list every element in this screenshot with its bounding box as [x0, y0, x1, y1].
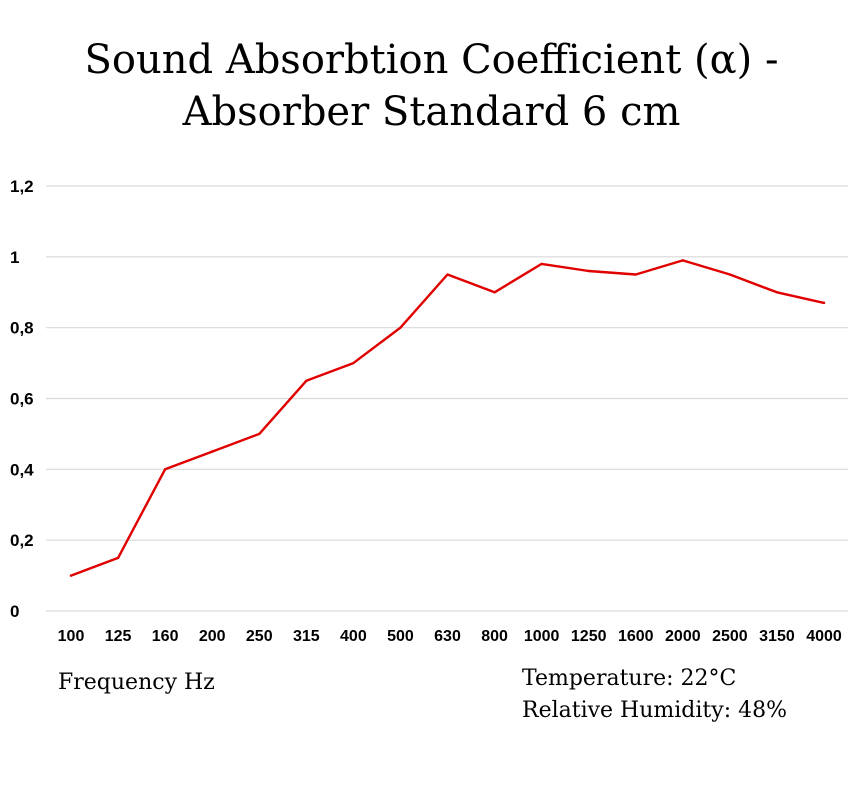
- data-point-12: [634, 273, 637, 276]
- x-tick-label-12: 1600: [618, 628, 654, 645]
- data-point-9: [493, 291, 496, 294]
- chart-title-line-1: Sound Absorbtion Coefficient (α) -: [84, 37, 779, 83]
- x-tick-label-0: 100: [58, 628, 85, 645]
- x-tick-label-3: 200: [199, 628, 226, 645]
- y-tick-label-2: 0,4: [10, 460, 34, 479]
- x-axis-label: Frequency Hz: [58, 670, 215, 695]
- data-point-7: [399, 326, 402, 329]
- y-tick-label-5: 1: [10, 248, 19, 267]
- y-tick-label-1: 0,2: [10, 531, 34, 550]
- data-point-15: [775, 291, 779, 294]
- data-point-0: [69, 574, 73, 577]
- x-tick-label-1: 125: [105, 628, 132, 645]
- data-point-2: [163, 468, 167, 471]
- measurement-notes: Temperature: 22°C Relative Humidity: 48%: [522, 663, 787, 727]
- y-tick-label-0: 0: [10, 602, 19, 621]
- chart-title: Sound Absorbtion Coefficient (α) - Absor…: [0, 34, 863, 138]
- y-tick-label-6: 1,2: [10, 177, 34, 196]
- data-point-8: [446, 273, 449, 276]
- x-tick-label-10: 1000: [524, 628, 560, 645]
- series-line-0: [69, 259, 826, 577]
- x-tick-label-7: 500: [387, 628, 414, 645]
- x-tick-label-14: 2500: [712, 628, 748, 645]
- x-tick-label-4: 250: [246, 628, 273, 645]
- x-tick-label-13: 2000: [665, 628, 701, 645]
- x-tick-label-5: 315: [293, 628, 320, 645]
- data-point-4: [258, 432, 261, 436]
- data-point-1: [116, 556, 120, 560]
- data-point-13: [681, 259, 685, 262]
- x-tick-label-2: 160: [152, 628, 179, 645]
- data-point-5: [305, 379, 308, 382]
- data-point-10: [540, 262, 543, 266]
- x-tick-label-16: 4000: [806, 628, 842, 645]
- humidity-note: Relative Humidity: 48%: [522, 698, 787, 723]
- data-point-16: [822, 301, 826, 305]
- y-tick-label-3: 0,6: [10, 390, 34, 409]
- x-tick-label-6: 400: [340, 628, 367, 645]
- x-tick-label-15: 3150: [759, 628, 795, 645]
- data-point-11: [587, 269, 590, 273]
- x-tick-label-9: 800: [481, 628, 508, 645]
- x-tick-label-11: 1250: [571, 628, 607, 645]
- x-tick-label-8: 630: [434, 628, 461, 645]
- data-point-14: [728, 273, 732, 276]
- temperature-note: Temperature: 22°C: [522, 666, 737, 691]
- chart-title-line-2: Absorber Standard 6 cm: [182, 89, 681, 135]
- data-point-6: [352, 361, 355, 365]
- data-point-3: [210, 450, 214, 453]
- y-tick-label-4: 0,8: [10, 319, 34, 338]
